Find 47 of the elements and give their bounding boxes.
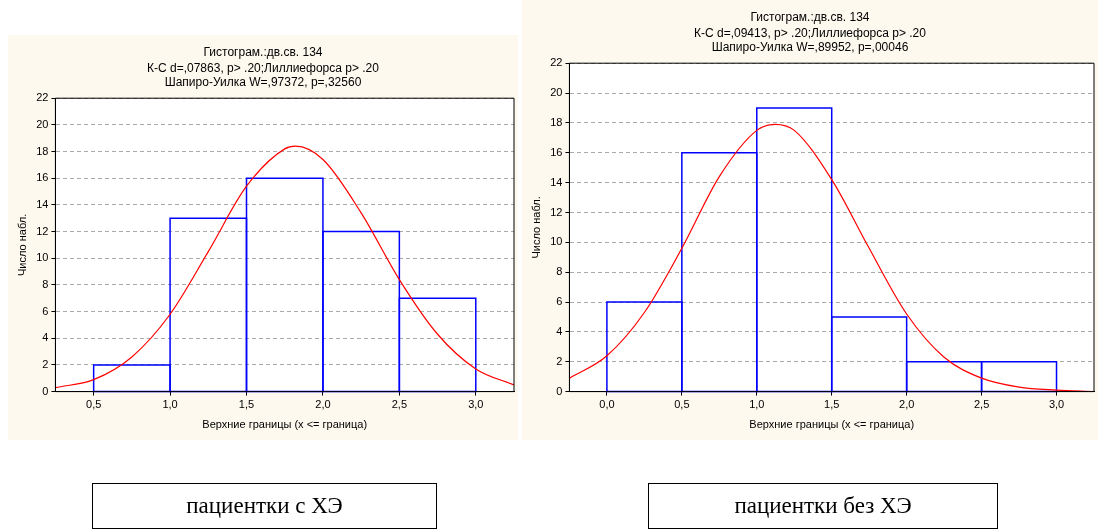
y-tick-label: 12 <box>36 224 49 237</box>
y-tick-label: 10 <box>550 235 563 248</box>
chart-title: Гистограм.:дв.св. 134 <box>750 9 870 24</box>
y-tick-label: 18 <box>36 144 49 157</box>
y-tick-label: 0 <box>556 384 563 397</box>
y-tick-label: 12 <box>550 205 563 218</box>
x-tick-label: 2,5 <box>973 398 990 411</box>
y-axis-title: Число набл. <box>529 196 542 259</box>
chart-subtitle: К-С d=,07863, p> .20;Лиллиефорса p> .20 Шапиро-Уилка W=,97372, p=,32560 <box>147 60 380 90</box>
y-tick-label: 22 <box>550 56 563 69</box>
x-tick-label: 0,5 <box>674 398 690 411</box>
x-tick-label: 1,5 <box>824 398 840 411</box>
chart-title: Гистограм.:дв.св. 134 <box>203 44 323 59</box>
x-tick-label: 2,0 <box>315 398 331 411</box>
text: пациентки без ХЭ <box>648 483 998 529</box>
x-axis-title: Верхние границы (x <= граница) <box>749 418 915 431</box>
y-tick-label: 20 <box>36 117 49 130</box>
y-tick-label: 4 <box>556 324 563 337</box>
x-tick-label: 2,5 <box>391 398 408 411</box>
x-tick-label: 1,5 <box>238 398 255 411</box>
y-tick-label: 6 <box>42 304 49 317</box>
y-tick-label: 2 <box>556 354 563 367</box>
y-tick-label: 14 <box>550 175 563 188</box>
y-tick-label: 16 <box>36 171 49 184</box>
y-tick-label: 0 <box>42 384 49 397</box>
y-tick-label: 6 <box>556 295 563 308</box>
text: пациентки с ХЭ <box>92 483 437 529</box>
x-tick-label: 2,0 <box>899 398 915 411</box>
y-tick-label: 10 <box>36 251 49 264</box>
x-tick-label: 3,0 <box>468 398 484 411</box>
x-tick-label: 1,0 <box>162 398 178 411</box>
y-axis-title: Число набл. <box>15 213 28 276</box>
x-tick-label: 0,0 <box>599 398 615 411</box>
x-tick-label: 1,0 <box>749 398 765 411</box>
y-tick-label: 18 <box>550 115 563 128</box>
y-tick-label: 8 <box>556 265 563 278</box>
x-tick-label: 3,0 <box>1048 398 1065 411</box>
y-tick-label: 14 <box>36 197 49 210</box>
chart-subtitle: К-С d=,09413, p> .20;Лиллиефорса p> .20 Шапиро-Уилка W=,89952, p=,00046 <box>694 25 927 55</box>
y-tick-label: 20 <box>550 86 563 99</box>
x-axis-title: Верхние границы (x <= граница) <box>202 418 368 431</box>
x-tick-label: 0,5 <box>86 398 102 411</box>
y-tick-label: 2 <box>42 357 49 370</box>
y-tick-label: 8 <box>42 277 49 290</box>
y-tick-label: 16 <box>550 145 563 158</box>
y-tick-label: 4 <box>42 331 49 344</box>
y-tick-label: 22 <box>36 91 49 104</box>
